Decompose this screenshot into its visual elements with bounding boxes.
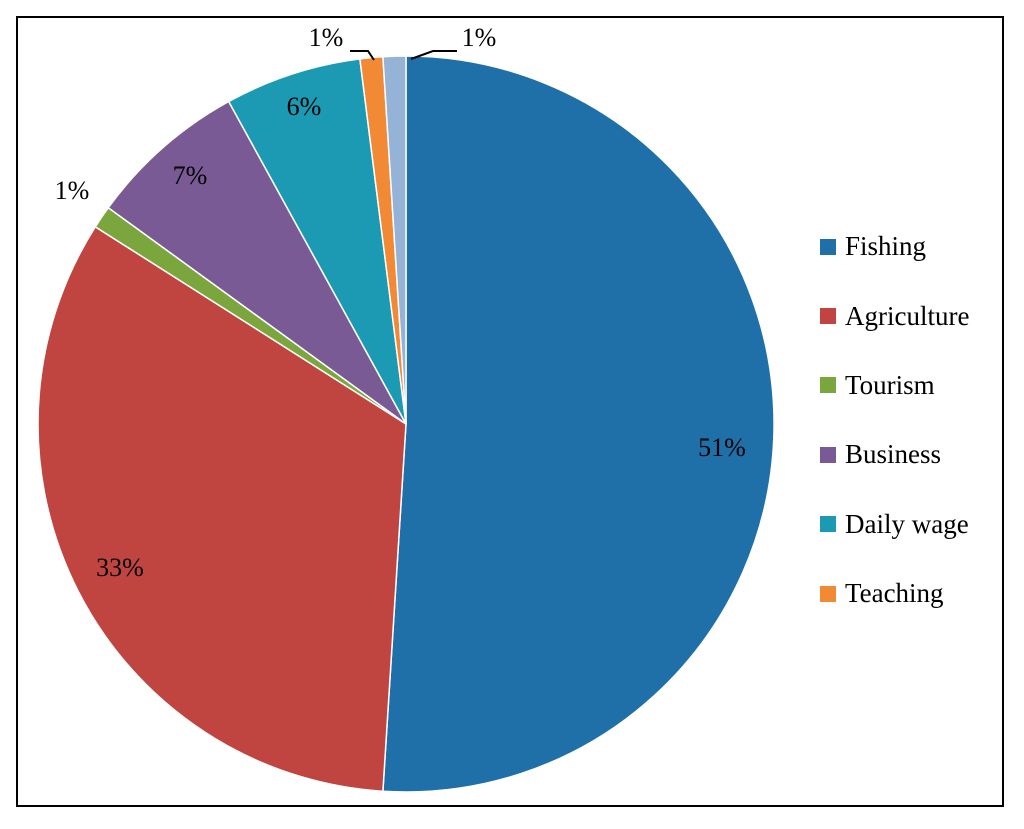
legend-swatch — [820, 446, 836, 463]
legend-label: Tourism — [845, 369, 935, 400]
legend-item: Fishing — [820, 212, 969, 281]
pie-slice-daily-wage — [227, 58, 407, 425]
legend-label: Teaching — [845, 578, 944, 609]
legend-item: Teaching — [820, 559, 969, 628]
pie-slice-agriculture — [37, 225, 407, 793]
data-label: 1% — [55, 176, 90, 205]
pie-slice-fishing — [382, 55, 775, 793]
data-label: 1% — [462, 23, 497, 52]
leader-line — [410, 50, 457, 60]
legend: Fishing Agriculture Tourism Business Daily w… — [820, 231, 969, 648]
legend-swatch — [820, 585, 836, 602]
legend-label: Agriculture — [845, 300, 970, 331]
leader-line — [350, 50, 375, 61]
legend-item: Business — [820, 420, 969, 489]
legend-swatch — [820, 308, 836, 325]
legend-swatch — [820, 516, 836, 533]
data-label: 1% — [309, 23, 344, 52]
legend-item: Daily wage — [820, 490, 969, 559]
data-label: 33% — [96, 553, 144, 582]
data-label: 51% — [698, 433, 746, 462]
legend-label: Daily wage — [845, 508, 969, 539]
legend-item: Agriculture — [820, 281, 969, 350]
legend-label: Business — [845, 439, 942, 470]
data-label: 7% — [173, 161, 208, 190]
legend-swatch — [820, 238, 836, 255]
data-label: 6% — [287, 92, 322, 121]
pie-slice-unlabeled — [382, 55, 407, 425]
legend-swatch — [820, 377, 836, 394]
legend-item: Tourism — [820, 351, 969, 420]
legend-label: Fishing — [845, 231, 927, 262]
pie-slice-business — [107, 100, 407, 425]
